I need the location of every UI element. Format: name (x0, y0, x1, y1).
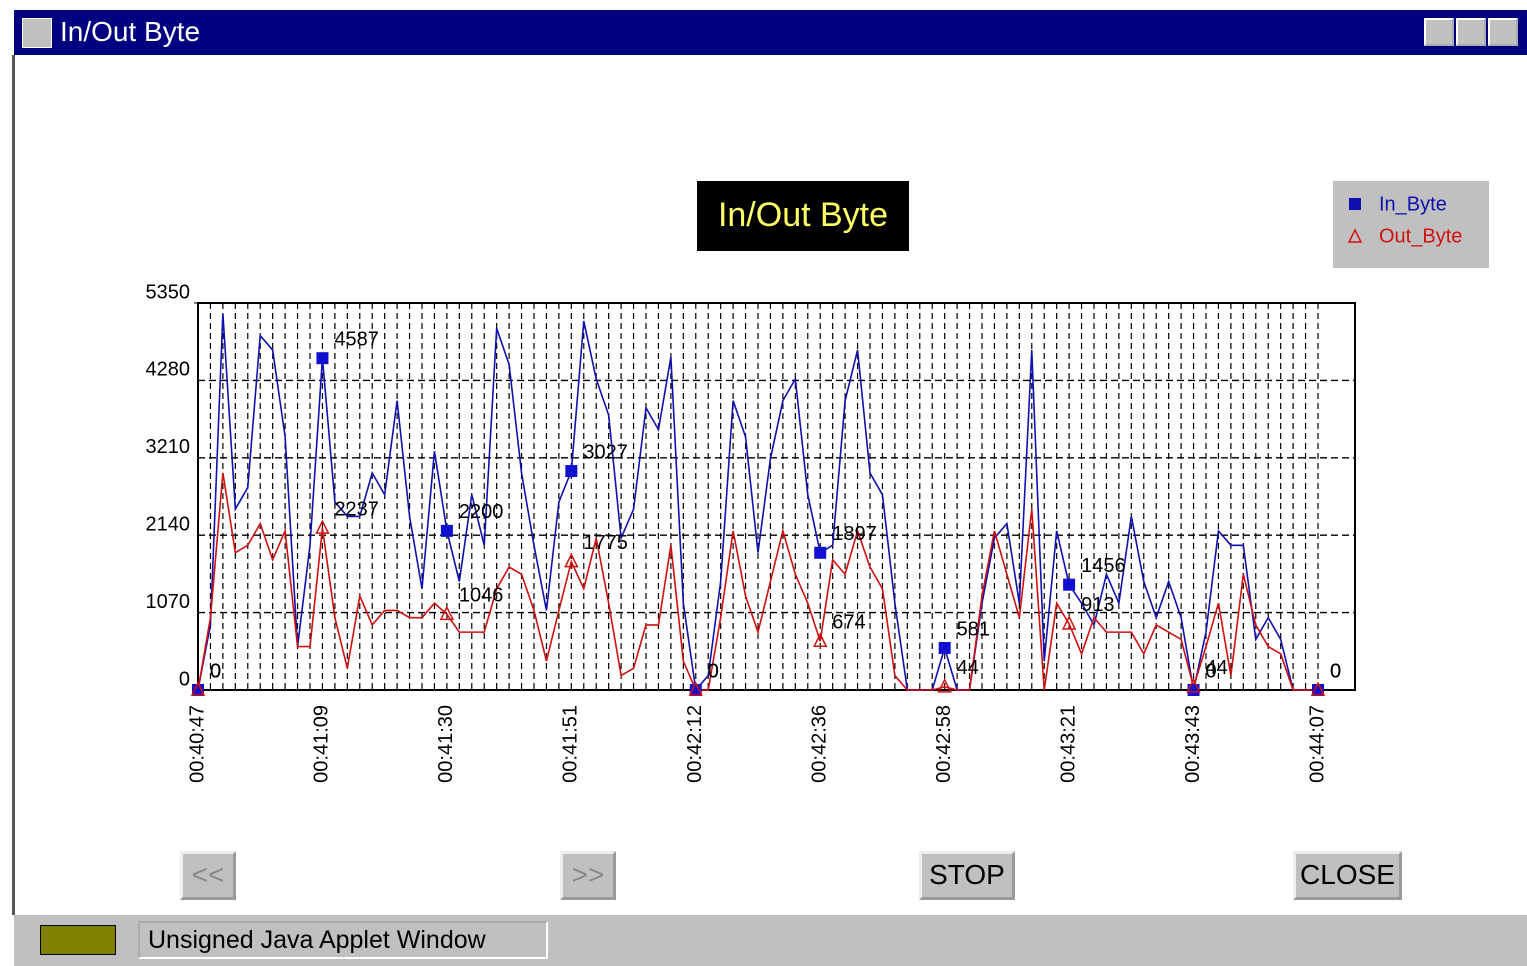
data-label: 44 (1206, 657, 1228, 679)
in-marker (316, 352, 328, 364)
chart-title: In/Out Byte (718, 196, 888, 234)
legend-label: In_Byte (1379, 193, 1447, 215)
in-marker (814, 547, 826, 559)
in-marker (1063, 579, 1075, 591)
close-button[interactable]: CLOSE (1293, 851, 1402, 900)
in-marker (565, 465, 577, 477)
status-text: Unsigned Java Applet Window (138, 921, 548, 959)
maximize-button[interactable] (1456, 18, 1486, 46)
in-marker (939, 642, 951, 654)
data-label: 1456 (1081, 555, 1126, 577)
in-marker (1188, 684, 1200, 696)
x-tick-label: 00:44:07 (1306, 705, 1328, 783)
data-label: 674 (832, 612, 865, 634)
x-tick-label: 00:42:58 (933, 705, 955, 783)
minimize-button[interactable] (1424, 18, 1454, 46)
data-label: 2200 (459, 501, 504, 523)
x-tick-label: 00:42:36 (809, 705, 831, 783)
y-tick-label: 4280 (146, 359, 191, 381)
x-tick-label: 00:41:09 (311, 705, 333, 783)
data-label: 1897 (832, 523, 877, 545)
close-window-button[interactable] (1488, 18, 1518, 46)
y-tick-label: 5350 (146, 281, 191, 303)
data-label: 1775 (583, 532, 628, 554)
next-button[interactable]: >> (560, 851, 616, 900)
y-tick-label: 3210 (146, 436, 191, 458)
legend-marker (1349, 198, 1361, 210)
legend-label: Out_Byte (1379, 225, 1462, 247)
data-label: 4587 (334, 328, 379, 350)
status-bar: Unsigned Java Applet Window (14, 915, 1527, 966)
data-label: 0 (1330, 660, 1341, 682)
y-tick-label: 1070 (146, 591, 191, 613)
applet-window: In/Out Byte In/Out Byte 0 1070 2140 3210 428… (0, 0, 1527, 966)
data-label: 1046 (459, 585, 504, 607)
x-tick-label: 00:42:12 (684, 705, 706, 783)
x-tick-label: 00:40:47 (186, 705, 208, 783)
data-label: 0 (210, 660, 221, 682)
data-label: 44 (957, 657, 979, 679)
chart: In/Out Byte 0 1070 2140 3210 4280 5350 00:40:4… (0, 60, 1527, 900)
y-tick-label: 0 (179, 668, 190, 690)
x-tick-label: 00:41:30 (435, 705, 457, 783)
title-bar: In/Out Byte (14, 10, 1527, 55)
data-label: 913 (1081, 594, 1114, 616)
status-icon (40, 925, 116, 955)
prev-button[interactable]: << (180, 851, 236, 900)
window-icon (22, 18, 52, 48)
data-label: 0 (708, 660, 719, 682)
x-tick-label: 00:43:21 (1057, 705, 1079, 783)
data-label: 581 (957, 618, 990, 640)
y-tick-label: 2140 (146, 513, 191, 535)
data-label: 3027 (583, 441, 628, 463)
x-tick-label: 00:43:43 (1182, 705, 1204, 783)
stop-button[interactable]: STOP (919, 851, 1015, 900)
data-label: 2237 (334, 498, 379, 520)
x-tick-label: 00:41:51 (560, 705, 582, 783)
window-title: In/Out Byte (60, 16, 200, 48)
in-marker (441, 525, 453, 537)
